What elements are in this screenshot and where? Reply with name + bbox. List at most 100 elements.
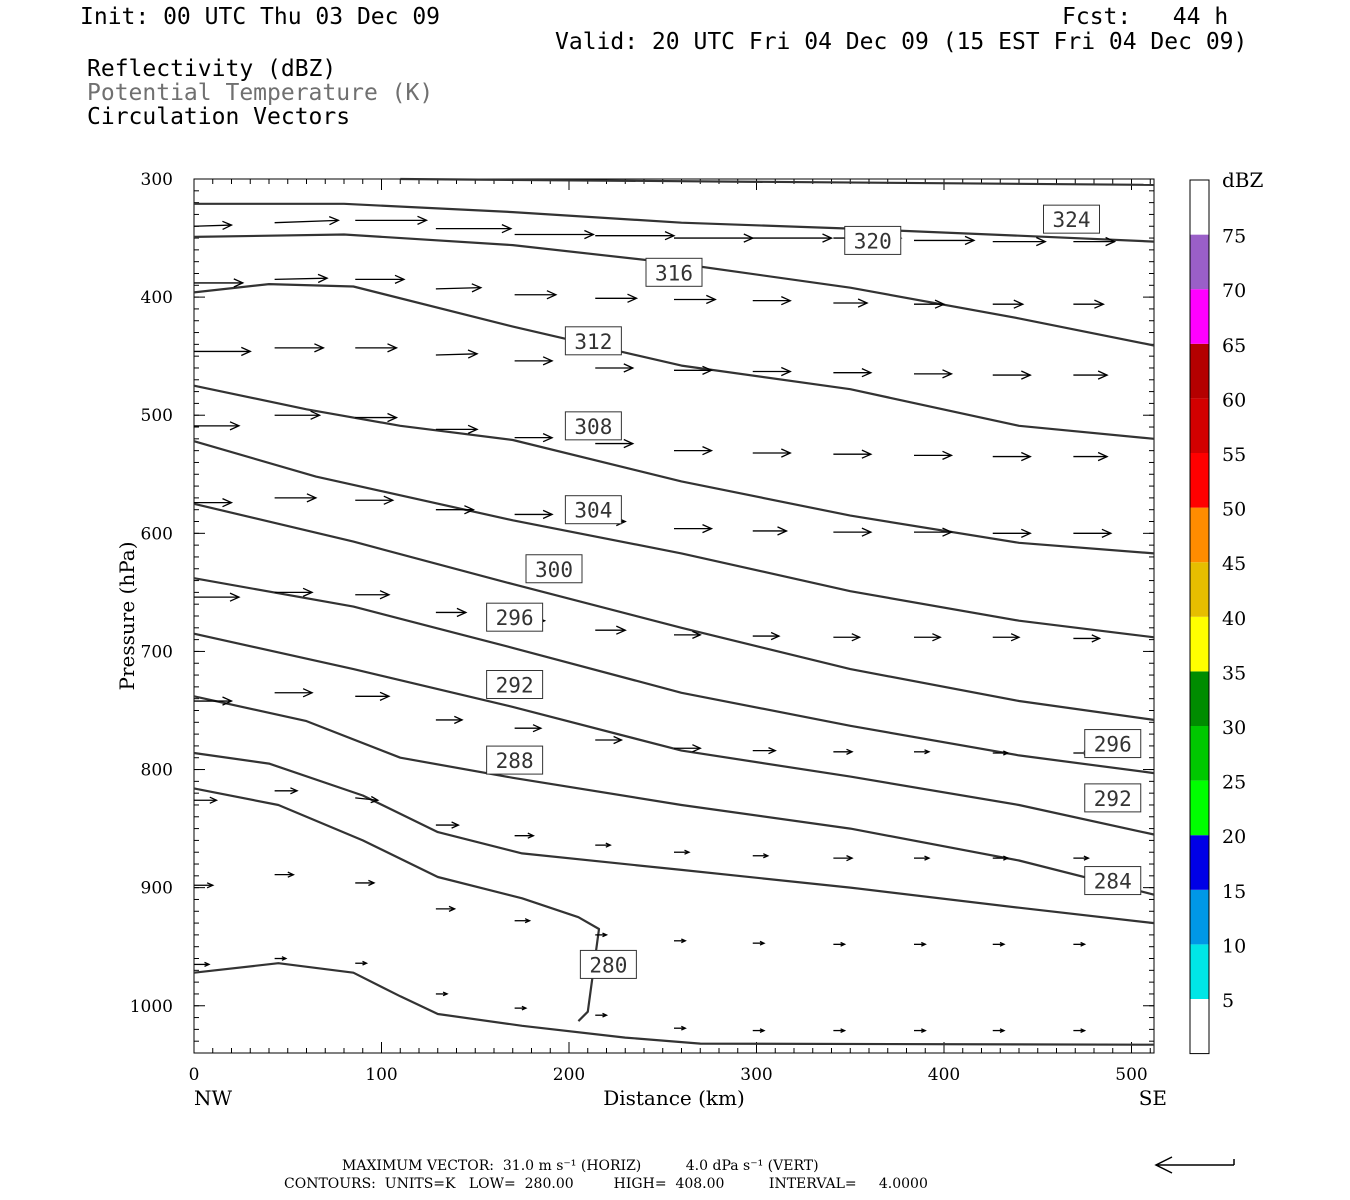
vector-head	[840, 941, 847, 947]
contour-label: 288	[486, 745, 544, 775]
circulation-vector	[595, 231, 676, 241]
contour-label: 320	[844, 225, 902, 255]
circulation-vector	[514, 1005, 528, 1011]
vector-head	[222, 498, 234, 508]
circulation-vector	[595, 932, 609, 938]
colorbar-label: 45	[1222, 553, 1246, 575]
circulation-vector	[355, 274, 406, 284]
vector-head	[584, 229, 595, 240]
contour-label-box	[486, 602, 544, 632]
contour-label-text: 312	[574, 330, 612, 354]
circulation-vector	[833, 748, 854, 755]
contour-label-box	[579, 949, 637, 979]
vector-shaft	[435, 287, 481, 290]
vector-head	[451, 821, 460, 829]
circulation-vector	[833, 368, 873, 378]
vector-head	[846, 855, 854, 862]
vector-head	[206, 882, 215, 889]
circulation-vector	[435, 821, 460, 829]
vector-head	[464, 505, 475, 515]
contour-label: 316	[645, 257, 703, 287]
colorbar-label: 65	[1222, 335, 1246, 357]
colorbar-label: 40	[1222, 608, 1246, 630]
circulation-vector	[1073, 634, 1102, 643]
circulation-vector	[914, 1028, 927, 1033]
vector-head	[781, 366, 792, 377]
circulation-vector	[1073, 941, 1087, 947]
theta-contour-line	[193, 787, 601, 1022]
circulation-vector	[992, 370, 1032, 380]
vector-head	[467, 349, 479, 359]
circulation-vector	[355, 495, 395, 505]
vector-head	[467, 424, 479, 434]
circulation-vector	[992, 1028, 1006, 1033]
theta-contour-line	[193, 695, 1155, 896]
circulation-vector	[435, 224, 513, 234]
vector-head	[1097, 370, 1109, 380]
circulation-vector	[914, 749, 931, 755]
vector-shaft	[274, 277, 328, 281]
colorbar-segment	[1190, 180, 1209, 235]
vector-head	[310, 410, 322, 420]
vector-head	[861, 527, 873, 537]
colorbar-label: 15	[1222, 881, 1246, 903]
colorbar-segment	[1190, 453, 1209, 508]
vector-head	[471, 283, 483, 293]
vector-head	[204, 961, 211, 967]
contour-label-box	[564, 326, 622, 356]
vector-head	[394, 274, 406, 284]
contour-label-text: 304	[574, 499, 612, 523]
vector-head	[664, 231, 676, 241]
circulation-vector	[194, 696, 234, 706]
y-tick-label: 300	[141, 170, 173, 190]
vector-head	[921, 1028, 927, 1033]
vector-shaft	[435, 353, 478, 356]
vector-head	[602, 932, 609, 938]
vector-head	[692, 744, 702, 753]
circulation-vector	[674, 365, 714, 375]
colorbar-segment	[1190, 507, 1209, 563]
circulation-vector	[194, 961, 211, 967]
circulation-vector	[914, 855, 931, 861]
colorbar-segment	[1190, 835, 1209, 890]
circulation-vector	[514, 290, 558, 300]
vector-head	[368, 879, 376, 887]
vector-head	[851, 633, 862, 642]
circulation-vector	[992, 299, 1025, 309]
vector-head	[1083, 855, 1091, 861]
circulation-vector	[914, 299, 946, 309]
x-tick-label: 500	[1115, 1065, 1147, 1085]
vector-head	[317, 273, 329, 284]
circulation-vector	[194, 592, 241, 602]
contour-label-text: 296	[496, 606, 534, 630]
vector-shaft	[193, 224, 232, 227]
vector-head	[840, 1028, 847, 1033]
circulation-vector	[674, 233, 755, 243]
vector-head	[1021, 528, 1032, 538]
colorbar-label: 20	[1222, 826, 1246, 848]
reference-vector	[1154, 1156, 1235, 1174]
vector-head	[999, 1028, 1006, 1033]
colorbar-segment	[1190, 726, 1209, 781]
field-potential-temperature: Potential Temperature (K)	[87, 80, 434, 106]
theta-contour-line	[400, 177, 1155, 186]
vector-head	[542, 509, 554, 520]
vector-head	[759, 1028, 766, 1033]
contour-label: 284	[1084, 866, 1142, 896]
vector-head	[229, 592, 241, 602]
theta-contour-line	[193, 577, 1155, 775]
vector-head	[1010, 633, 1021, 642]
circulation-vector	[752, 233, 834, 243]
circulation-vector	[435, 905, 457, 912]
colorbar-segment	[1190, 562, 1209, 617]
vector-head	[222, 696, 234, 706]
circulation-vector	[193, 220, 234, 230]
vector-head	[932, 633, 942, 642]
valid-time: Valid: 20 UTC Fri 04 Dec 09 (15 EST Fri …	[555, 29, 1248, 55]
vector-head	[857, 298, 869, 308]
minor-ticks	[193, 179, 1154, 1054]
colorbar-segment	[1190, 780, 1209, 836]
circulation-vector	[752, 631, 781, 641]
circulation-vector	[194, 882, 215, 889]
colorbar-segment	[1190, 671, 1209, 726]
